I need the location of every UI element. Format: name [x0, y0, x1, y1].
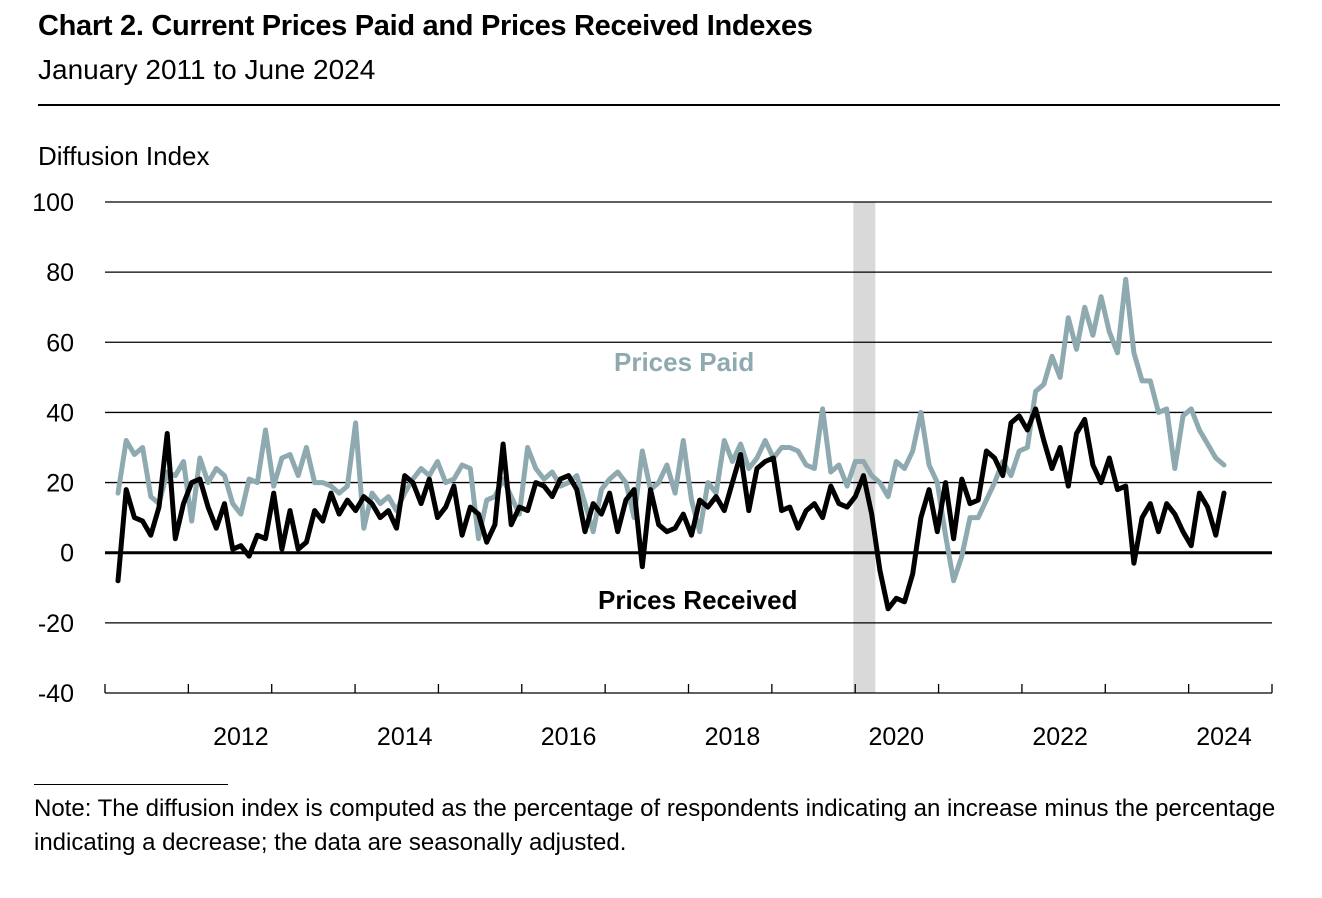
recession-shading	[853, 202, 876, 693]
line-chart: 100 80 60 40 20 0 -20 -40 2012 2014 2016 2018 2020 20…	[32, 189, 1273, 751]
x-tick-label: 2014	[377, 723, 433, 751]
chart-title: Chart 2. Current Prices Paid and Prices …	[38, 10, 813, 42]
prices-received-line	[115, 406, 1227, 612]
y-tick-label: 80	[46, 259, 74, 287]
y-tick-label: -20	[38, 610, 74, 638]
y-tick-label: 20	[46, 470, 74, 498]
note-divider	[34, 784, 228, 785]
y-tick-label: -40	[38, 680, 74, 708]
y-tick-label: 40	[46, 399, 74, 427]
y-axis-label: Diffusion Index	[38, 141, 210, 171]
prices-paid-line	[115, 276, 1227, 584]
x-tick-label: 2018	[705, 723, 761, 751]
chart-note: Note: The diffusion index is computed as…	[34, 795, 1276, 856]
chart-subtitle: January 2011 to June 2024	[38, 54, 376, 85]
x-tick-label: 2012	[213, 723, 269, 751]
y-tick-label: 60	[46, 329, 74, 357]
x-tick-label: 2024	[1196, 723, 1252, 751]
prices-paid-label: Prices Paid	[614, 347, 754, 377]
prices-received-label: Prices Received	[598, 585, 797, 615]
x-tick-label: 2020	[868, 723, 924, 751]
title-divider	[38, 104, 1280, 106]
x-tick-label: 2022	[1032, 723, 1088, 751]
x-tick-label: 2016	[541, 723, 597, 751]
y-tick-label: 0	[60, 540, 74, 568]
y-tick-label: 100	[32, 189, 74, 217]
